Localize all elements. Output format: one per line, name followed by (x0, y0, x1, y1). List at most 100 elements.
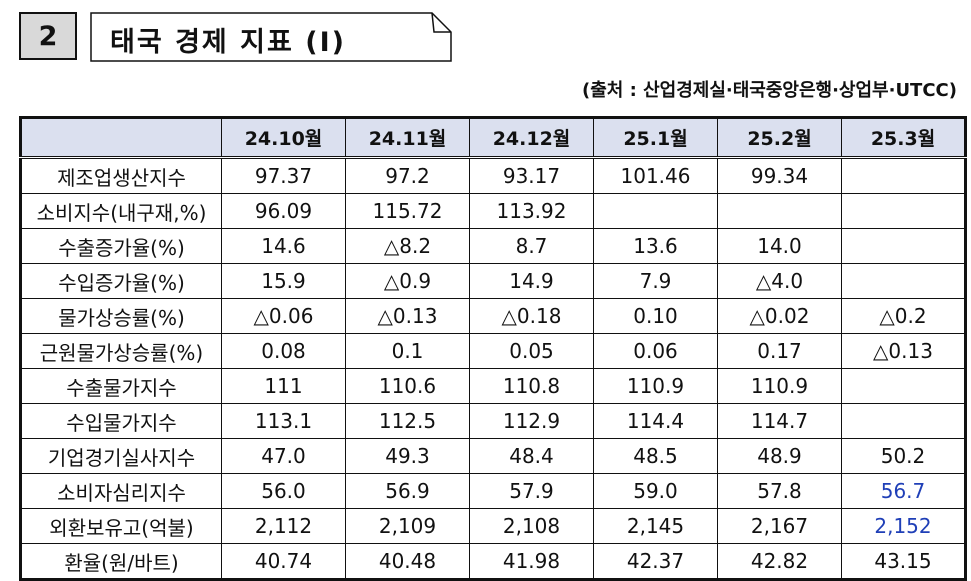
table-row: 물가상승률(%) △0.06 △0.13 △0.18 0.10 △0.02 △0.2 (20, 298, 966, 334)
source-note: (출처 : 산업경제실·태국중앙은행·상업부·UTCC) (582, 80, 957, 101)
table-cell: 7.9 (593, 263, 718, 299)
table-cell: 2,145 (593, 508, 718, 544)
table-cell: 48.4 (469, 438, 594, 474)
table-cell: 49.3 (345, 438, 470, 474)
table-cell: 2,109 (345, 508, 470, 544)
table-row: 외환보유고(억불) 2,112 2,109 2,108 2,145 2,167 2,152 (20, 508, 966, 544)
table-cell: 110.9 (717, 368, 842, 404)
column-header: 24.10월 (221, 117, 346, 159)
table-cell: △0.02 (717, 298, 842, 334)
table-row: 수출증가율(%) 14.6 △8.2 8.7 13.6 14.0 (20, 228, 966, 264)
table-cell: 113.1 (221, 403, 346, 439)
table-cell: 113.92 (469, 193, 594, 229)
table-cell (841, 228, 966, 264)
table-row: 기업경기실사지수 47.0 49.3 48.4 48.5 48.9 50.2 (20, 438, 966, 474)
row-label: 수입물가지수 (20, 403, 222, 439)
table-cell: 114.7 (717, 403, 842, 439)
table-cell: 114.4 (593, 403, 718, 439)
column-header: 24.12월 (469, 117, 594, 159)
table-cell: 41.98 (469, 543, 594, 580)
table-cell: 47.0 (221, 438, 346, 474)
table-cell: △8.2 (345, 228, 470, 264)
table-cell: △0.2 (841, 298, 966, 334)
table-cell (841, 263, 966, 299)
table-cell (717, 193, 842, 229)
table-cell: 48.5 (593, 438, 718, 474)
table-cell: 0.1 (345, 333, 470, 369)
row-label: 수출물가지수 (20, 368, 222, 404)
row-label: 수출증가율(%) (20, 228, 222, 264)
table-row: 소비자심리지수 56.0 56.9 57.9 59.0 57.8 56.7 (20, 473, 966, 509)
table-cell: 2,108 (469, 508, 594, 544)
table-cell: 15.9 (221, 263, 346, 299)
table-cell: △0.06 (221, 298, 346, 334)
row-label: 수입증가율(%) (20, 263, 222, 299)
table-cell: 2,112 (221, 508, 346, 544)
column-header: 25.3월 (841, 117, 966, 159)
table-row: 근원물가상승률(%) 0.08 0.1 0.05 0.06 0.17 △0.13 (20, 333, 966, 369)
table-cell: 110.6 (345, 368, 470, 404)
table-cell: 14.0 (717, 228, 842, 264)
row-label: 외환보유고(억불) (20, 508, 222, 544)
table-cell (841, 157, 966, 194)
table-cell: 57.8 (717, 473, 842, 509)
table-cell: 0.17 (717, 333, 842, 369)
table-cell: 56.0 (221, 473, 346, 509)
table-cell: 97.37 (221, 157, 346, 194)
row-label: 환율(원/바트) (20, 543, 222, 580)
table-row: 소비지수(내구재,%) 96.09 115.72 113.92 (20, 193, 966, 229)
table-cell: 57.9 (469, 473, 594, 509)
table-cell: 40.48 (345, 543, 470, 580)
table-cell: 0.05 (469, 333, 594, 369)
table-cell: 110.8 (469, 368, 594, 404)
table-cell: 56.7 (841, 473, 966, 509)
table-cell: △0.13 (345, 298, 470, 334)
table-row: 수출물가지수 111 110.6 110.8 110.9 110.9 (20, 368, 966, 404)
table-cell: 112.9 (469, 403, 594, 439)
table-row: 수입증가율(%) 15.9 △0.9 14.9 7.9 △4.0 (20, 263, 966, 299)
table-cell: 2,152 (841, 508, 966, 544)
table-cell: △0.13 (841, 333, 966, 369)
table-cell: △4.0 (717, 263, 842, 299)
table-cell: 43.15 (841, 543, 966, 580)
table-row: 환율(원/바트) 40.74 40.48 41.98 42.37 42.82 43.15 (20, 543, 966, 580)
table-cell: 0.06 (593, 333, 718, 369)
table-cell: 111 (221, 368, 346, 404)
section-number: 2 (38, 20, 58, 52)
table-cell (841, 368, 966, 404)
table-cell: 115.72 (345, 193, 470, 229)
table-header-row: 24.10월 24.11월 24.12월 25.1월 25.2월 25.3월 (20, 117, 966, 159)
table-cell: 42.82 (717, 543, 842, 580)
table-cell: 101.46 (593, 157, 718, 194)
table-cell: △0.9 (345, 263, 470, 299)
table-cell: 13.6 (593, 228, 718, 264)
table-cell: 14.6 (221, 228, 346, 264)
row-label: 소비자심리지수 (20, 473, 222, 509)
column-header (20, 117, 222, 159)
table-cell: 14.9 (469, 263, 594, 299)
table-cell: 0.10 (593, 298, 718, 334)
table-cell: 96.09 (221, 193, 346, 229)
table-cell (841, 193, 966, 229)
economic-indicators-table: 24.10월 24.11월 24.12월 25.1월 25.2월 25.3월 제… (19, 116, 967, 581)
table-cell: 0.08 (221, 333, 346, 369)
table-cell: 99.34 (717, 157, 842, 194)
table-cell: 110.9 (593, 368, 718, 404)
row-label: 기업경기실사지수 (20, 438, 222, 474)
row-label: 제조업생산지수 (20, 157, 222, 194)
table-row: 제조업생산지수 97.37 97.2 93.17 101.46 99.34 (20, 157, 966, 194)
table-cell: 8.7 (469, 228, 594, 264)
table-cell: 2,167 (717, 508, 842, 544)
row-label: 근원물가상승률(%) (20, 333, 222, 369)
table-cell: 93.17 (469, 157, 594, 194)
page-title: 태국 경제 지표 (Ⅰ) (110, 27, 346, 58)
column-header: 25.2월 (717, 117, 842, 159)
section-number-badge: 2 (19, 12, 77, 60)
table-cell: 59.0 (593, 473, 718, 509)
table-cell: 48.9 (717, 438, 842, 474)
table-cell: 112.5 (345, 403, 470, 439)
column-header: 24.11월 (345, 117, 470, 159)
table-cell (593, 193, 718, 229)
table-cell: 40.74 (221, 543, 346, 580)
table-cell (841, 403, 966, 439)
